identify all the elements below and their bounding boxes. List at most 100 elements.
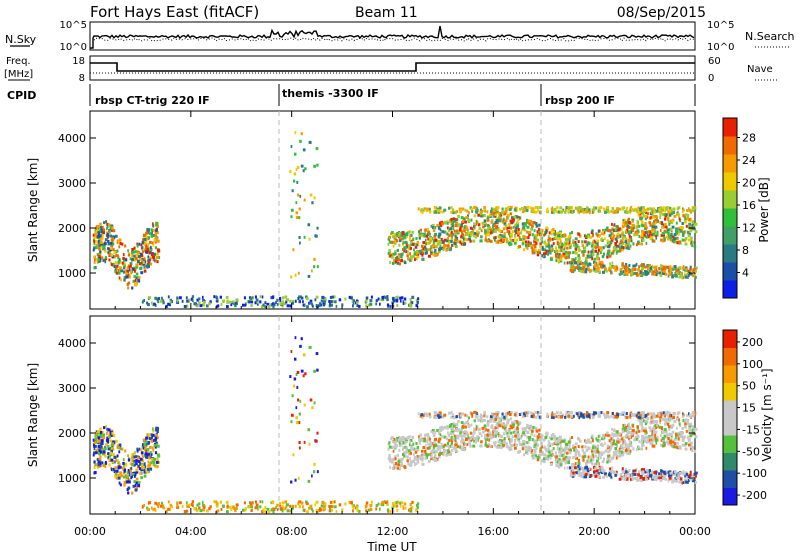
echo-cell (154, 438, 157, 442)
echo-cell (547, 245, 551, 249)
echo-cell (118, 446, 120, 450)
echo-cell (565, 444, 568, 448)
echo-cell (100, 227, 103, 231)
echo-cell (494, 236, 497, 240)
echo-cell (579, 234, 582, 238)
echo-cell (393, 299, 396, 303)
echo-cell (606, 444, 609, 448)
echo-cell (449, 432, 453, 436)
echo-cell (656, 423, 659, 427)
echo-cell (131, 254, 134, 258)
echo-cell (403, 261, 407, 265)
echo-cell (622, 235, 625, 239)
echo-cell (462, 237, 465, 241)
echo-cell (445, 436, 448, 440)
echo-cell (523, 440, 526, 444)
echo-cell (225, 500, 229, 504)
echo-cell (493, 208, 496, 212)
echo-cell (104, 255, 107, 259)
echo-cell (421, 416, 424, 420)
echo-cell (673, 265, 677, 269)
echo-cell (387, 456, 390, 460)
echo-cell (566, 255, 569, 259)
echo-cell (414, 450, 418, 454)
echo-cell (642, 206, 645, 210)
echo-cell (634, 207, 638, 211)
echo-cell (664, 225, 668, 229)
colorbar-cell (723, 262, 737, 281)
echo-cell (625, 207, 628, 211)
echo-cell (405, 250, 408, 254)
echo-cell (99, 243, 103, 247)
echo-cell (98, 252, 102, 256)
echo-cell (328, 302, 331, 306)
echo-cell (660, 264, 663, 268)
echo-cell (435, 245, 438, 249)
echo-cell (508, 243, 511, 247)
echo-cell (445, 231, 448, 235)
echo-cell (351, 504, 354, 508)
echo-cell (95, 243, 98, 247)
echo-cell (535, 224, 539, 228)
echo-cell (443, 238, 447, 242)
echo-cell (571, 258, 575, 262)
echo-cell (540, 237, 543, 241)
echo-cell (135, 272, 139, 276)
echo-cell (591, 210, 594, 214)
echo-cell (558, 439, 561, 443)
echo-cell (452, 211, 455, 215)
echo-cell (384, 501, 388, 505)
echo-cell (483, 209, 487, 213)
echo-cell (510, 216, 514, 220)
echo-cell (432, 457, 435, 461)
echo-cell (676, 241, 679, 245)
echo-cell (641, 426, 644, 430)
echo-cell (562, 448, 565, 452)
echo-cell (139, 257, 142, 261)
echo-cell (650, 210, 653, 214)
echo-cell (479, 413, 482, 417)
echo-cell (664, 419, 667, 423)
echo-cell (677, 411, 681, 415)
echo-cell (655, 221, 658, 225)
echo-cell (663, 442, 666, 446)
echo-cell (492, 225, 494, 229)
echo-cell (693, 267, 697, 271)
echo-cell (689, 242, 693, 246)
echo-cell (479, 417, 483, 421)
echo-cell (529, 446, 532, 450)
echo-cell (573, 268, 576, 272)
echo-cell (526, 430, 530, 434)
echo-cell (638, 265, 641, 269)
echo-cell (450, 442, 453, 446)
echo-cell (669, 266, 672, 270)
echo-cell (508, 205, 511, 209)
echo-cell (99, 240, 103, 244)
echo-cell (449, 232, 452, 236)
echo-cell (121, 242, 124, 246)
echo-cell (584, 240, 587, 244)
echo-cell (494, 441, 497, 445)
echo-cell (477, 428, 481, 432)
echo-cell (571, 259, 574, 263)
echo-cell (671, 219, 674, 223)
echo-cell (448, 453, 452, 457)
echo-cell (148, 454, 151, 458)
echo-cell (396, 295, 399, 299)
echo-cell (458, 228, 461, 232)
echo-cell (242, 303, 245, 307)
echo-cell (135, 276, 138, 280)
echo-cell (507, 232, 510, 236)
echo-cell (388, 248, 391, 252)
echo-cell (289, 170, 292, 174)
echo-cell (473, 232, 476, 236)
echo-cell (155, 441, 158, 445)
echo-cell (149, 450, 152, 454)
echo-cell (522, 237, 526, 241)
echo-cell (97, 445, 101, 449)
echo-cell (426, 233, 429, 237)
colorbar-tick-label: 4 (742, 267, 749, 280)
echo-cell (522, 442, 526, 446)
echo-cell (299, 399, 302, 403)
echo-cell (396, 255, 399, 259)
